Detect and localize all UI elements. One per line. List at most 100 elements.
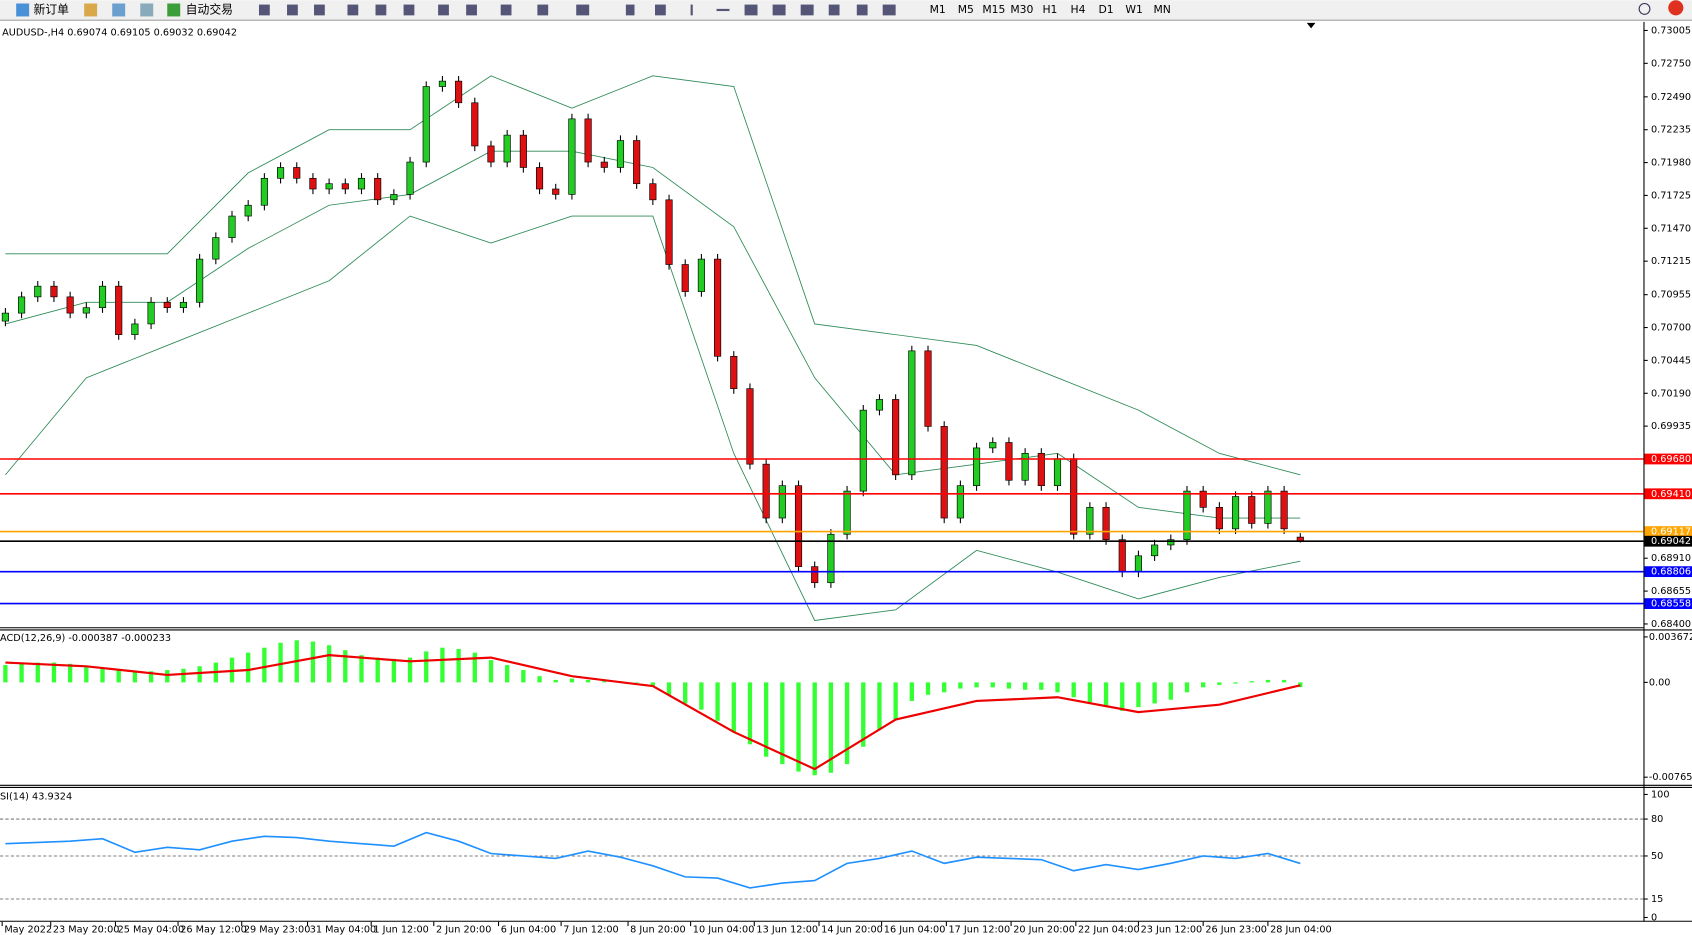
- icon[interactable]: [167, 3, 181, 17]
- candle-body: [1086, 507, 1094, 535]
- icon[interactable]: [690, 4, 693, 16]
- search-icon[interactable]: [1638, 2, 1651, 15]
- macd-signal: [5, 654, 1301, 771]
- macd-bar: [1103, 682, 1109, 708]
- icon[interactable]: [655, 4, 666, 16]
- timeframe-button[interactable]: H4: [1071, 3, 1086, 16]
- y-tick-label: 0.00: [1649, 677, 1671, 688]
- candle-body: [552, 188, 560, 195]
- shift-marker: [1306, 22, 1316, 29]
- candle-body: [374, 177, 382, 201]
- candle-body: [66, 296, 74, 314]
- macd-bar: [456, 648, 461, 683]
- candle-body: [843, 490, 851, 535]
- price-label: 0.69117: [1651, 527, 1691, 538]
- icon[interactable]: [140, 3, 154, 17]
- candle-body: [681, 264, 689, 292]
- y-tick-label: 80: [1651, 814, 1663, 825]
- candle-body: [892, 399, 900, 476]
- icon[interactable]: [16, 3, 30, 17]
- macd-bar: [683, 682, 688, 704]
- icon[interactable]: [882, 4, 896, 16]
- icon[interactable]: [772, 4, 786, 16]
- macd-bar: [100, 667, 105, 683]
- macd-bar: [715, 682, 720, 721]
- macd-bar: [1087, 682, 1093, 703]
- macd-bar: [326, 645, 332, 683]
- icon[interactable]: [716, 8, 730, 12]
- macd-bar: [877, 682, 882, 730]
- macd-bar: [116, 670, 121, 683]
- candle-body: [390, 194, 398, 201]
- icon[interactable]: [466, 4, 477, 16]
- bollinger-lower: [5, 215, 1301, 621]
- macd-bar: [51, 662, 57, 683]
- candle-body: [1118, 539, 1126, 573]
- timeframe-button[interactable]: H1: [1042, 3, 1057, 16]
- icon[interactable]: [744, 4, 758, 16]
- macd-bar: [310, 641, 316, 683]
- icon[interactable]: [375, 4, 387, 16]
- candle-body: [309, 177, 317, 190]
- icon[interactable]: [347, 4, 359, 16]
- candle-body: [778, 485, 786, 519]
- icon[interactable]: [625, 4, 635, 16]
- candle-body: [98, 285, 107, 309]
- icon[interactable]: [403, 4, 415, 16]
- icon[interactable]: [800, 4, 814, 16]
- macd-bar: [974, 682, 979, 688]
- x-tick-label: 29 May 23:00: [244, 924, 311, 935]
- timeframe-button[interactable]: M1: [930, 3, 946, 16]
- icon[interactable]: [828, 4, 840, 16]
- icon[interactable]: [500, 4, 512, 16]
- macd-bar: [472, 652, 477, 683]
- candle-body: [665, 199, 673, 265]
- macd-bar: [1120, 682, 1125, 711]
- notification[interactable]: [1668, 0, 1684, 16]
- macd-bar: [375, 657, 380, 683]
- icon[interactable]: [537, 4, 549, 16]
- icon[interactable]: [314, 4, 325, 16]
- icon[interactable]: [258, 4, 270, 16]
- macd-bar: [343, 650, 348, 683]
- timeframe-button[interactable]: M5: [958, 3, 974, 16]
- toolbar-button[interactable]: 自动交易: [186, 2, 233, 16]
- timeframe-button[interactable]: MN: [1153, 3, 1170, 16]
- timeframe-button[interactable]: D1: [1098, 3, 1113, 16]
- macd-bar: [1006, 682, 1012, 689]
- timeframe-button[interactable]: M30: [1010, 3, 1033, 16]
- candle-body: [293, 167, 301, 179]
- icon[interactable]: [576, 4, 590, 16]
- icon[interactable]: [112, 3, 126, 17]
- y-tick-label: 15: [1651, 894, 1663, 905]
- x-tick-label: 16 Jun 04:00: [884, 924, 946, 935]
- macd-bar: [19, 663, 24, 683]
- candle-body: [1053, 458, 1062, 487]
- icon[interactable]: [84, 3, 98, 17]
- timeframe-button[interactable]: W1: [1125, 3, 1143, 16]
- icon[interactable]: [856, 4, 868, 16]
- macd-bar: [1071, 682, 1076, 698]
- macd-bar: [67, 663, 73, 683]
- icon[interactable]: [438, 4, 449, 16]
- x-tick-label: 8 Jun 20:00: [630, 924, 685, 935]
- candle-body: [1248, 496, 1256, 524]
- macd-bar: [553, 679, 558, 683]
- candle-body: [277, 167, 285, 179]
- y-tick-label: 0.72235: [1651, 125, 1691, 136]
- timeframe-button[interactable]: M15: [982, 3, 1005, 16]
- candle-body: [196, 258, 204, 303]
- macd-bar: [424, 651, 429, 683]
- candle-body: [503, 134, 511, 163]
- x-tick-label: 23 May 20:00: [53, 924, 120, 935]
- candle-body: [325, 183, 333, 190]
- icon[interactable]: [287, 4, 298, 16]
- toolbar-button[interactable]: 新订单: [33, 2, 69, 16]
- macd-bar: [893, 682, 898, 720]
- candle-body: [1215, 507, 1223, 530]
- rsi-label: SI(14) 43.9324: [0, 792, 72, 803]
- macd-bar: [132, 671, 138, 683]
- candle-body: [1005, 442, 1013, 481]
- candle-body: [697, 258, 705, 292]
